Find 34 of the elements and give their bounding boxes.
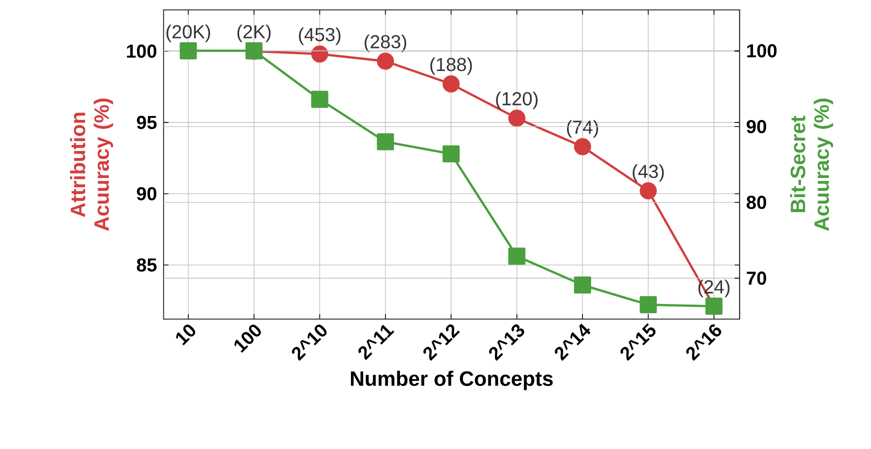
x-tick-label: 100 [234, 324, 261, 353]
y2-tick-label: 90 [746, 120, 766, 134]
y2-tick-label: 80 [746, 196, 766, 210]
annotation: (74) [567, 120, 598, 138]
point [376, 133, 394, 151]
y2-tick-label: 70 [746, 272, 766, 286]
annotation: (453) [298, 28, 340, 46]
y-axis-title: Attribution Acuuracy (%) [70, 98, 114, 232]
y-tick-label: 100 [126, 44, 156, 58]
point [640, 182, 657, 200]
point [508, 248, 526, 265]
y-tick-label: 85 [136, 258, 157, 272]
annotation: (120) [496, 92, 538, 110]
y2-tick-label: 100 [747, 44, 777, 58]
annotation: (283) [364, 34, 406, 52]
annotation: (20K) [166, 24, 210, 42]
point [311, 90, 328, 108]
point [574, 138, 592, 156]
annotation: (188) [430, 58, 472, 76]
y-tick-label: 90 [136, 187, 156, 201]
y2-axis-title: Bit-Secret Acuuracy (%) [790, 98, 834, 232]
annotation: (43) [632, 164, 664, 182]
point [508, 110, 526, 127]
point [311, 46, 328, 63]
x-tick-label: 10 [176, 324, 196, 346]
point [574, 276, 592, 294]
annotation: (2K) [237, 24, 271, 42]
point [180, 42, 197, 60]
x-axis-title: Number of Concepts [350, 370, 553, 390]
y-tick-label: 95 [136, 116, 157, 130]
point [442, 146, 460, 163]
point [640, 296, 657, 314]
point [376, 52, 394, 70]
point [442, 76, 460, 93]
